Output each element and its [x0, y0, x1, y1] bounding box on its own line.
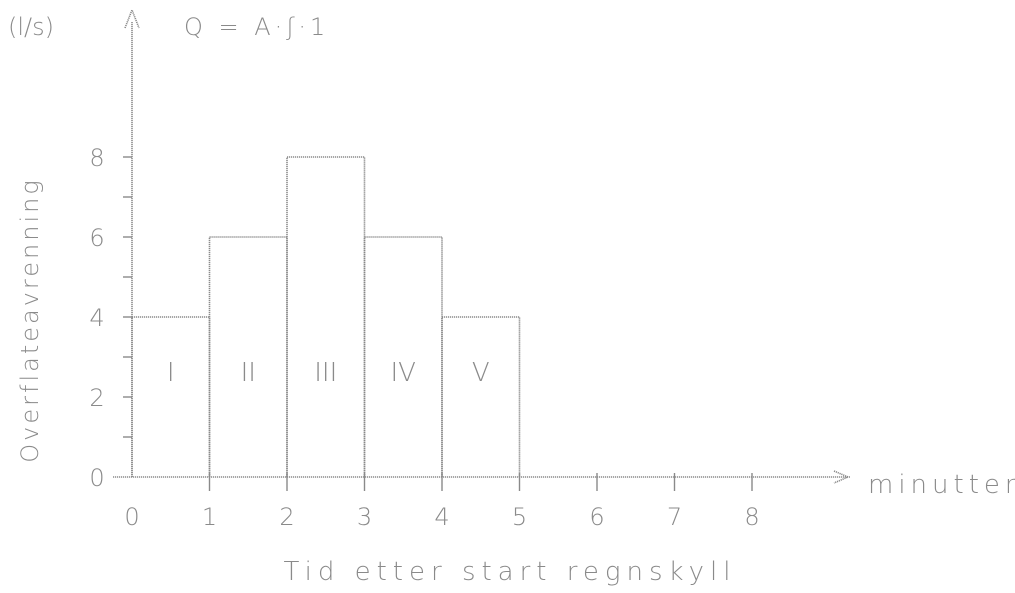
bar-5: [441, 316, 521, 477]
y-tick-label: 2: [89, 384, 104, 412]
axes: [113, 7, 851, 491]
y-tick-label: 6: [89, 224, 104, 252]
x-tick-label: 5: [512, 503, 527, 531]
bar-label: IV: [391, 358, 416, 388]
x-tick-label: 7: [667, 503, 682, 531]
y-tick-label: 0: [89, 464, 104, 492]
bar-1: [131, 316, 211, 477]
bar-label: I: [167, 358, 175, 388]
x-tick-label: 0: [124, 503, 139, 531]
bars: I II III IV V: [131, 156, 521, 477]
x-tick-label: 2: [279, 503, 294, 531]
bar-label: V: [472, 358, 490, 388]
x-axis-label: Tid etter start regnskyll: [284, 557, 737, 587]
y-unit-label: (l/s): [8, 13, 54, 41]
x-axis-arrow: [833, 470, 851, 484]
x-unit-label: minutter: [868, 470, 1015, 500]
bar-3: [286, 156, 366, 477]
bar-label: II: [241, 358, 256, 388]
x-tick-label: 6: [589, 503, 604, 531]
y-axis-arrow: [124, 7, 140, 29]
y-tick-label: 4: [89, 304, 104, 332]
tick-labels: 0 2 4 6 8 0 1 2 3 4 5 6 7 8: [89, 144, 759, 531]
bar-label: III: [314, 358, 337, 388]
x-tick-label: 3: [357, 503, 372, 531]
chart-title: Q = A·ʃ·1: [184, 13, 329, 41]
y-tick-label: 8: [89, 144, 104, 172]
x-tick-label: 4: [434, 503, 449, 531]
bar-4: [363, 236, 443, 477]
x-tick-label: 8: [744, 503, 759, 531]
bar-2: [208, 236, 288, 477]
x-tick-label: 1: [202, 503, 217, 531]
y-axis-label: Overflateavrenning: [16, 177, 44, 462]
